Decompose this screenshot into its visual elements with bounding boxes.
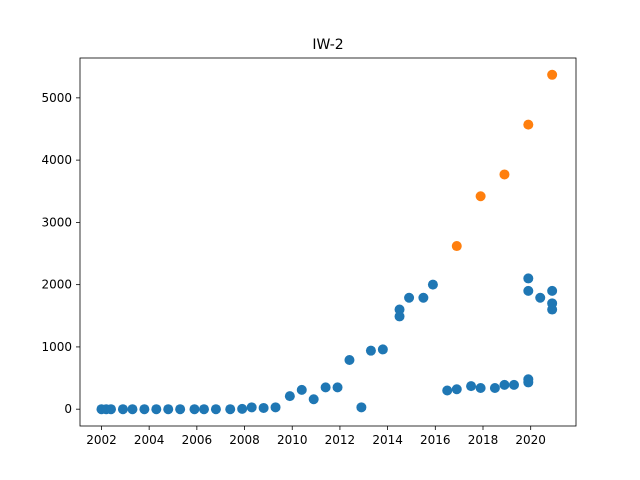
x-tick-label: 2002	[86, 433, 117, 447]
data-point-series-1	[199, 404, 209, 415]
x-tick-label: 2004	[134, 433, 165, 447]
y-tick-label: 0	[64, 402, 72, 416]
chart-title: IW-2	[312, 37, 343, 53]
data-point-series-1	[151, 404, 162, 415]
data-point-series-1	[320, 382, 331, 393]
data-point-series-1	[127, 404, 138, 415]
data-point-series-2	[451, 241, 462, 252]
data-point-series-1	[404, 292, 415, 303]
x-tick-label: 2020	[515, 433, 546, 447]
y-tick-label: 5000	[41, 91, 72, 105]
data-point-series-1	[270, 402, 281, 413]
data-point-series-1	[258, 402, 269, 413]
data-point-series-1	[284, 391, 295, 402]
data-point-series-1	[523, 377, 534, 388]
data-point-series-1	[475, 383, 486, 394]
x-tick-label: 2016	[420, 433, 451, 447]
data-point-series-1	[139, 404, 150, 415]
data-point-series-1	[418, 292, 429, 303]
data-point-series-2	[499, 169, 510, 180]
data-point-series-1	[106, 404, 116, 415]
x-tick-label: 2006	[182, 433, 213, 447]
data-point-series-1	[466, 381, 477, 392]
x-tick-label: 2018	[468, 433, 499, 447]
data-point-series-1	[523, 285, 534, 296]
data-point-series-1	[442, 385, 453, 396]
data-point-series-1	[535, 292, 546, 303]
data-point-series-1	[163, 404, 174, 415]
data-point-series-1	[451, 384, 462, 395]
x-tick-label: 2010	[277, 433, 308, 447]
data-point-series-1	[523, 273, 534, 284]
data-point-series-1	[365, 345, 376, 356]
data-point-series-1	[547, 304, 558, 315]
data-point-series-1	[332, 382, 343, 393]
data-point-series-1	[189, 404, 200, 415]
data-point-series-1	[547, 285, 558, 296]
data-point-series-1	[356, 402, 367, 413]
data-point-series-1	[344, 355, 355, 365]
x-tick-label: 2014	[372, 433, 403, 447]
data-point-series-2	[523, 119, 534, 130]
data-point-series-2	[475, 191, 486, 202]
data-point-series-1	[377, 344, 388, 355]
data-point-series-1	[296, 384, 307, 395]
data-point-series-1	[225, 404, 236, 415]
plot-frame	[79, 57, 577, 427]
x-tick-label: 2012	[325, 433, 356, 447]
plot-marks	[96, 69, 558, 415]
data-point-series-1	[246, 402, 257, 413]
y-tick-label: 2000	[41, 278, 72, 292]
data-point-series-1	[237, 403, 248, 414]
data-point-series-1	[499, 379, 510, 390]
data-point-series-2	[547, 69, 558, 80]
y-tick-label: 4000	[41, 153, 72, 167]
data-point-series-1	[394, 311, 405, 322]
data-point-series-1	[489, 383, 500, 394]
data-point-series-1	[394, 304, 405, 315]
data-point-series-1	[308, 394, 319, 405]
y-axis: 0 1000 2000 3000 4000 5000	[41, 91, 80, 416]
x-axis: 2002 2004 2006 2008 2010 2012 2014 2016 2018 2020	[86, 426, 546, 447]
data-point-series-1	[117, 404, 128, 415]
y-tick-label: 3000	[41, 215, 72, 229]
y-tick-label: 1000	[41, 340, 72, 354]
x-tick-label: 2008	[229, 433, 260, 447]
data-point-series-1	[175, 404, 186, 415]
data-point-series-1	[509, 379, 519, 390]
data-point-series-1	[210, 404, 221, 415]
data-point-series-1	[427, 279, 438, 290]
